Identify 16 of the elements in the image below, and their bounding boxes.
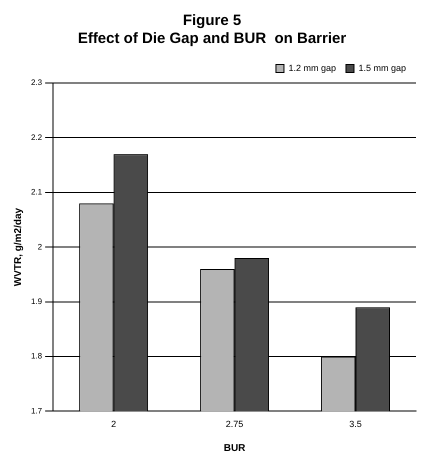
y-tick-label: 1.8 bbox=[30, 352, 43, 361]
chart-title: Figure 5 bbox=[182, 12, 242, 30]
legend-label: 1.2 mm gap bbox=[288, 62, 336, 73]
y-tick-label: 1.7 bbox=[30, 406, 43, 416]
x-tick-label: 2.75 bbox=[226, 419, 244, 430]
y-tick-label: 2.2 bbox=[30, 132, 43, 142]
y-axis-title: WVTR, g/m2/day bbox=[12, 207, 24, 286]
x-axis-title: BUR bbox=[224, 442, 246, 454]
x-tick-label: 3.5 bbox=[349, 419, 362, 430]
chart-subtitle: Effect of Die Gap and BUR on Barrier bbox=[78, 30, 346, 48]
y-tick-label: 2 bbox=[38, 242, 43, 252]
y-tick-label: 1.9 bbox=[30, 297, 43, 306]
legend-label: 1.5 mm gap bbox=[358, 62, 406, 73]
y-tick-label: 2.1 bbox=[30, 188, 43, 197]
y-tick-label: 2.3 bbox=[30, 78, 43, 88]
x-tick-label: 2 bbox=[111, 419, 116, 430]
